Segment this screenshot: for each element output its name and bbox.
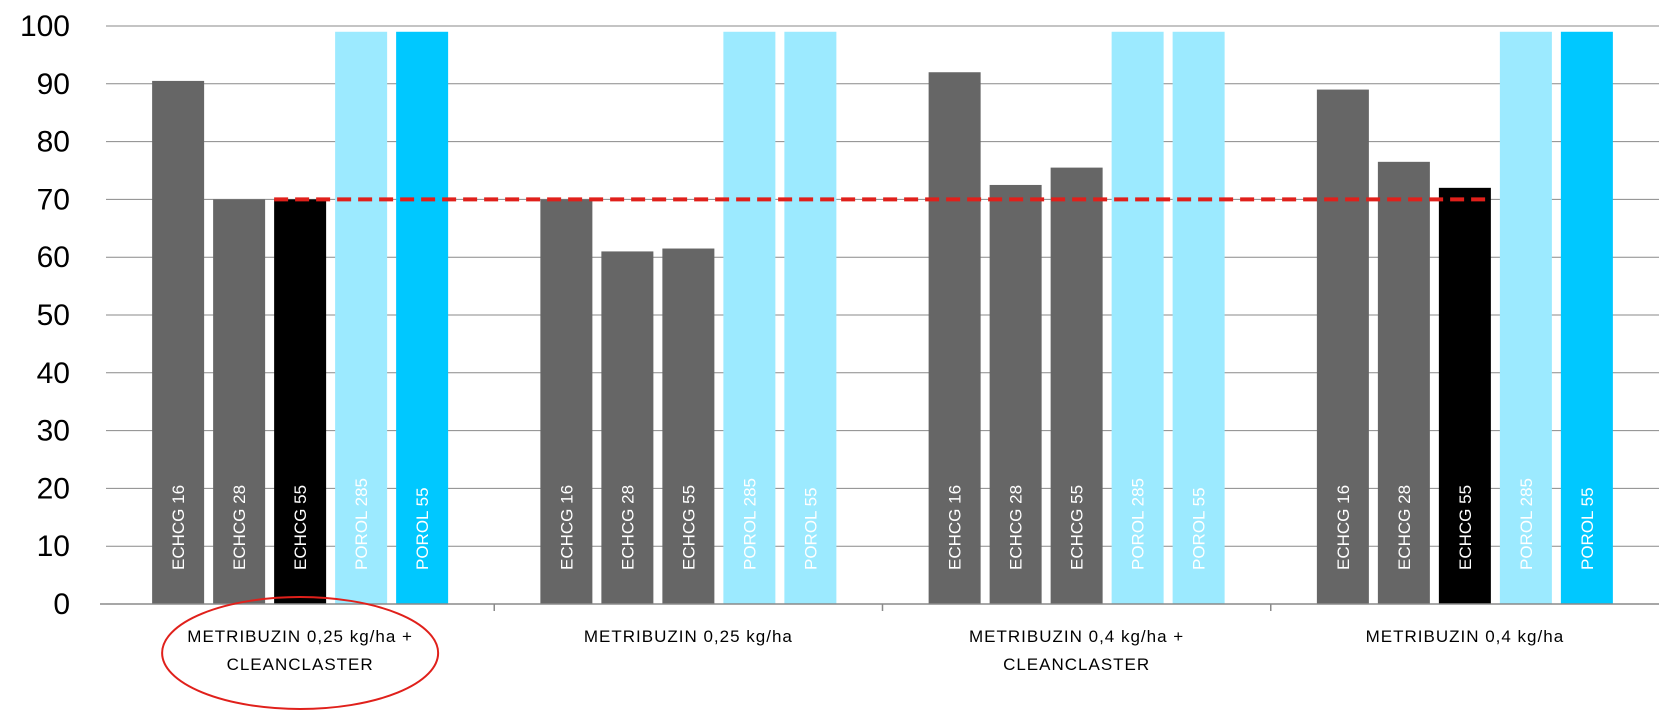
bar <box>335 31 388 604</box>
y-tick-label: 0 <box>53 588 70 621</box>
category-labels: METRIBUZIN 0,25 kg/ha + CLEANCLASTER METRI… <box>187 627 1565 674</box>
bar-label: POROL 285 <box>1129 478 1148 570</box>
bar <box>1172 31 1225 604</box>
category-label: METRIBUZIN 0,4 kg/ha + <box>969 627 1184 646</box>
bar <box>1316 89 1369 604</box>
bar-label: ECHCG 28 <box>618 485 637 570</box>
bar-label: POROL 285 <box>740 478 759 570</box>
bar <box>152 80 205 604</box>
bar <box>1560 31 1613 604</box>
bar-label: ECHCG 16 <box>169 485 188 570</box>
bar <box>928 72 981 605</box>
y-tick-label: 60 <box>37 241 70 274</box>
category-label: CLEANCLASTER <box>227 655 374 674</box>
bar-label: ECHCG 28 <box>1395 485 1414 570</box>
bar-label: POROL 55 <box>1190 487 1209 570</box>
bar-label: POROL 55 <box>413 487 432 570</box>
highlight-ellipse <box>161 596 440 710</box>
bar-label: POROL 55 <box>1578 487 1597 570</box>
y-tick-label: 70 <box>37 183 70 216</box>
bar-label: ECHCG 55 <box>291 485 310 570</box>
y-tick-label: 80 <box>37 126 70 159</box>
bar-label: ECHCG 55 <box>1068 485 1087 570</box>
bar-label: ECHCG 16 <box>1334 485 1353 570</box>
x-axis <box>100 603 1659 611</box>
bar-label: ECHCG 16 <box>557 485 576 570</box>
bar <box>601 251 654 605</box>
bar <box>723 31 776 604</box>
y-tick-label: 40 <box>37 357 70 390</box>
bar <box>274 199 327 604</box>
y-tick-label: 50 <box>37 299 70 332</box>
bar-label: ECHCG 55 <box>1456 485 1475 570</box>
bar-label: POROL 55 <box>801 487 820 570</box>
bar-label: ECHCG 28 <box>1007 485 1026 570</box>
category-label: METRIBUZIN 0,25 kg/ha + <box>187 627 413 646</box>
y-tick-label: 90 <box>37 68 70 101</box>
highlight-layer <box>161 596 440 710</box>
bar <box>1050 167 1103 605</box>
bar <box>784 31 837 604</box>
bar-label: ECHCG 55 <box>679 485 698 570</box>
y-tick-label: 20 <box>37 472 70 505</box>
bar-label: ECHCG 16 <box>946 485 965 570</box>
bar <box>1377 161 1430 604</box>
y-tick-label: 100 <box>20 10 70 43</box>
category-label: METRIBUZIN 0,4 kg/ha <box>1366 627 1565 646</box>
bar <box>662 248 715 604</box>
category-label: METRIBUZIN 0,25 kg/ha <box>584 627 793 646</box>
bar <box>1111 31 1164 604</box>
bar <box>396 31 449 604</box>
bar-label: POROL 285 <box>1517 478 1536 570</box>
y-axis-ticks: 0 10 20 30 40 50 60 70 80 90 100 <box>20 10 70 621</box>
bar <box>1499 31 1552 604</box>
bar <box>989 184 1042 604</box>
bar-label: ECHCG 28 <box>230 485 249 570</box>
bars: ECHCG 16 ECHCG 28 ECHCG 55 POROL 285 POROL 5… <box>152 31 1613 605</box>
y-tick-label: 30 <box>37 415 70 448</box>
bar <box>213 199 266 604</box>
bar-label: POROL 285 <box>352 478 371 570</box>
category-label: CLEANCLASTER <box>1003 655 1150 674</box>
bar <box>540 199 593 604</box>
y-tick-label: 10 <box>37 530 70 563</box>
bar <box>1438 187 1491 604</box>
